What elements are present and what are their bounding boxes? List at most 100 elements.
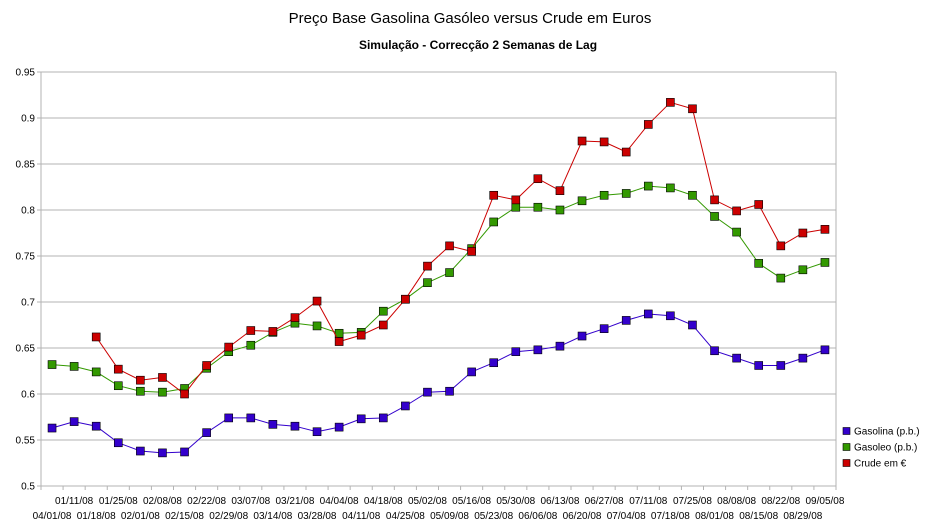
data-point-0 <box>202 428 211 437</box>
data-point-0 <box>599 324 609 333</box>
data-point-1 <box>511 202 521 212</box>
data-point-2 <box>621 147 631 157</box>
data-point-2 <box>378 320 388 330</box>
data-point-1 <box>621 189 631 198</box>
series-line-2 <box>95 101 826 395</box>
x-tick-label: 09/05/08 <box>805 496 844 507</box>
data-point-2 <box>113 364 123 374</box>
x-tick-label: 03/21/08 <box>275 496 314 507</box>
data-point-1 <box>312 321 322 331</box>
y-tick-label: 0.9 <box>21 114 35 125</box>
data-point-0 <box>798 353 808 363</box>
x-tick-label: 03/07/08 <box>231 496 270 507</box>
legend-swatch <box>842 443 851 451</box>
x-tick-label: 03/14/08 <box>253 511 292 522</box>
data-point-0 <box>356 414 366 424</box>
x-tick-label: 05/16/08 <box>452 496 491 507</box>
x-tick-labels: 04/01/08 01/11/08 01/18/08 01/25/08 02/01/08… <box>33 496 845 522</box>
x-tick-label: 08/22/08 <box>761 496 800 507</box>
data-point-2 <box>489 190 499 200</box>
data-point-0 <box>224 413 234 423</box>
data-point-2 <box>732 206 741 216</box>
legend-label: Gasoleo (p.b.) <box>854 443 917 454</box>
data-point-1 <box>91 367 101 377</box>
data-point-2 <box>445 241 454 251</box>
data-point-0 <box>445 386 454 396</box>
x-tick-label: 02/01/08 <box>121 511 160 522</box>
data-point-0 <box>533 345 543 355</box>
data-point-0 <box>643 309 653 319</box>
data-point-0 <box>180 447 189 457</box>
series-line-1 <box>51 185 826 393</box>
x-tick-label: 02/29/08 <box>209 511 248 522</box>
data-point-1 <box>555 205 565 215</box>
data-point-2 <box>643 120 653 129</box>
x-tick-label: 05/09/08 <box>430 511 469 522</box>
data-point-1 <box>643 181 653 191</box>
data-point-2 <box>776 241 786 251</box>
data-point-2 <box>710 195 719 205</box>
chart-title: Preço Base Gasolina Gasóleo versus Crude… <box>289 10 652 27</box>
x-tick-label: 06/27/08 <box>585 496 624 507</box>
data-point-0 <box>47 423 57 433</box>
x-tick-label: 08/01/08 <box>695 511 734 522</box>
y-tick-label: 0.65 <box>16 344 36 355</box>
data-point-1 <box>158 387 167 397</box>
data-point-0 <box>555 341 565 351</box>
chart-subtitle: Simulação - Correcção 2 Semanas de Lag <box>359 38 597 52</box>
data-point-0 <box>776 361 786 370</box>
data-point-2 <box>180 389 189 399</box>
data-point-1 <box>423 278 432 287</box>
data-point-2 <box>136 375 145 385</box>
x-tick-label: 02/15/08 <box>165 511 204 522</box>
data-point-2 <box>577 136 587 146</box>
y-tick-label: 0.95 <box>16 68 36 79</box>
data-point-1 <box>246 340 256 350</box>
data-point-1 <box>710 212 719 221</box>
data-point-1 <box>378 306 388 316</box>
data-point-2 <box>798 228 808 238</box>
x-tick-label: 04/01/08 <box>33 511 72 522</box>
axes <box>40 72 837 490</box>
data-point-0 <box>732 353 741 363</box>
data-point-1 <box>754 259 764 268</box>
data-point-0 <box>290 421 300 431</box>
x-tick-label: 04/04/08 <box>320 496 359 507</box>
data-point-1 <box>445 268 454 277</box>
x-tick-label: 07/18/08 <box>651 511 690 522</box>
data-point-1 <box>136 386 145 396</box>
data-point-1 <box>798 265 808 275</box>
data-point-2 <box>312 296 322 306</box>
y-tick-label: 0.55 <box>16 436 36 447</box>
data-point-2 <box>820 225 830 234</box>
y-tick-label: 0.7 <box>21 298 35 309</box>
x-tick-label: 03/28/08 <box>298 511 337 522</box>
data-point-0 <box>91 421 101 431</box>
y-tick-labels: 0.5 0.55 0.6 0.65 0.7 0.75 0.8 0.85 0.9 0.95 <box>16 68 36 493</box>
x-tick-label: 01/18/08 <box>77 511 116 522</box>
data-point-2 <box>401 294 410 304</box>
x-tick-label: 05/02/08 <box>408 496 447 507</box>
data-point-0 <box>312 427 322 437</box>
data-point-0 <box>69 417 79 426</box>
data-point-1 <box>47 360 57 369</box>
data-point-0 <box>158 448 167 458</box>
data-point-1 <box>599 190 609 200</box>
data-point-2 <box>423 261 432 271</box>
y-tick-label: 0.75 <box>16 252 36 263</box>
data-point-0 <box>423 387 432 397</box>
legend-label: Crude em € <box>854 459 907 470</box>
legend: Gasolina (p.b.) Gasoleo (p.b.) Crude em € <box>842 427 920 470</box>
y-tick-label: 0.5 <box>21 482 35 493</box>
data-point-0 <box>710 346 719 356</box>
data-point-0 <box>246 413 256 423</box>
data-point-2 <box>467 247 476 256</box>
x-tick-label: 05/23/08 <box>474 511 513 522</box>
x-tick-label: 01/11/08 <box>55 496 94 507</box>
y-tick-label: 0.8 <box>21 206 35 217</box>
x-tick-label: 07/11/08 <box>629 496 668 507</box>
data-point-0 <box>621 316 631 325</box>
data-point-2 <box>246 326 256 335</box>
data-point-0 <box>401 401 410 411</box>
